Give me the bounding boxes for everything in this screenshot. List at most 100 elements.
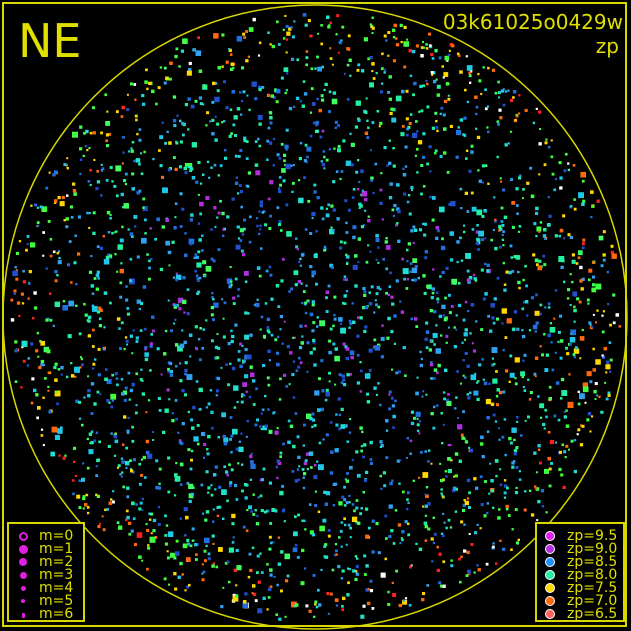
star-point (90, 255, 93, 258)
star-point (214, 138, 218, 142)
star-point (252, 513, 256, 516)
star-point (298, 197, 304, 204)
star-point (542, 254, 546, 258)
star-point (43, 346, 50, 353)
star-point (183, 311, 186, 314)
star-point (577, 390, 580, 393)
star-point (313, 363, 317, 367)
star-point (508, 380, 511, 383)
star-point (537, 500, 541, 504)
star-point (450, 564, 454, 568)
star-point (15, 277, 19, 281)
star-point (312, 121, 316, 125)
star-point (280, 589, 283, 593)
star-point (422, 185, 426, 188)
star-point (74, 375, 77, 378)
star-point (573, 305, 576, 309)
star-point (522, 386, 525, 389)
star-point (225, 470, 228, 474)
star-point (248, 240, 252, 244)
star-point (471, 206, 477, 212)
star-point (267, 31, 270, 34)
star-point (379, 445, 382, 448)
star-point (47, 371, 51, 375)
star-point (205, 196, 210, 200)
star-point (307, 199, 311, 203)
star-point (316, 325, 319, 328)
star-point (476, 397, 480, 401)
star-point (469, 448, 474, 453)
star-point (311, 102, 316, 106)
star-point (264, 424, 268, 428)
star-point (115, 194, 119, 198)
star-point (362, 455, 365, 459)
star-point (476, 209, 483, 216)
star-point (264, 223, 268, 227)
star-point (107, 253, 111, 257)
star-point (72, 492, 75, 496)
star-point (486, 416, 490, 420)
star-point (537, 448, 541, 451)
star-point (279, 315, 283, 319)
star-point (586, 371, 592, 377)
star-point (211, 426, 214, 430)
star-point (218, 547, 223, 552)
star-point (475, 105, 479, 109)
star-point (179, 517, 182, 520)
star-point (245, 59, 249, 63)
star-point (581, 328, 584, 332)
star-point (257, 137, 260, 141)
star-point (349, 418, 352, 421)
star-point (92, 211, 96, 215)
star-point (608, 341, 612, 344)
star-point (383, 71, 386, 74)
star-point (284, 91, 287, 95)
star-point (324, 543, 328, 547)
star-point (205, 406, 209, 409)
star-point (584, 401, 587, 404)
star-point (352, 188, 356, 191)
star-point (351, 503, 355, 506)
star-point (152, 529, 156, 533)
star-point (260, 428, 263, 431)
star-point (119, 268, 124, 274)
star-point (582, 238, 586, 242)
star-point (213, 163, 217, 167)
star-point (490, 402, 495, 406)
star-point (425, 43, 428, 46)
star-point (446, 59, 449, 62)
star-point (416, 171, 419, 174)
star-point (285, 89, 288, 92)
star-point (212, 298, 215, 301)
star-point (341, 605, 344, 608)
star-point (424, 222, 427, 226)
star-point (421, 395, 424, 398)
star-point (563, 169, 567, 173)
star-point (342, 378, 346, 382)
star-point (539, 312, 542, 316)
star-point (392, 426, 395, 429)
star-point (164, 514, 167, 518)
star-point (432, 196, 436, 200)
star-point (509, 98, 514, 103)
star-point (379, 90, 383, 94)
star-point (96, 390, 100, 394)
star-point (288, 106, 293, 111)
star-point (558, 256, 565, 262)
star-point (425, 330, 430, 334)
star-point (30, 401, 34, 405)
star-point (574, 346, 578, 350)
star-point (346, 255, 350, 259)
star-point (188, 583, 191, 587)
star-point (133, 215, 138, 219)
star-point (517, 538, 520, 542)
star-point (353, 509, 356, 513)
star-point (276, 89, 281, 94)
star-point (352, 264, 358, 270)
star-point (98, 522, 101, 525)
star-point (296, 555, 300, 559)
star-point (364, 479, 368, 483)
star-point (245, 435, 248, 438)
star-point (224, 156, 228, 160)
star-point (157, 86, 161, 90)
